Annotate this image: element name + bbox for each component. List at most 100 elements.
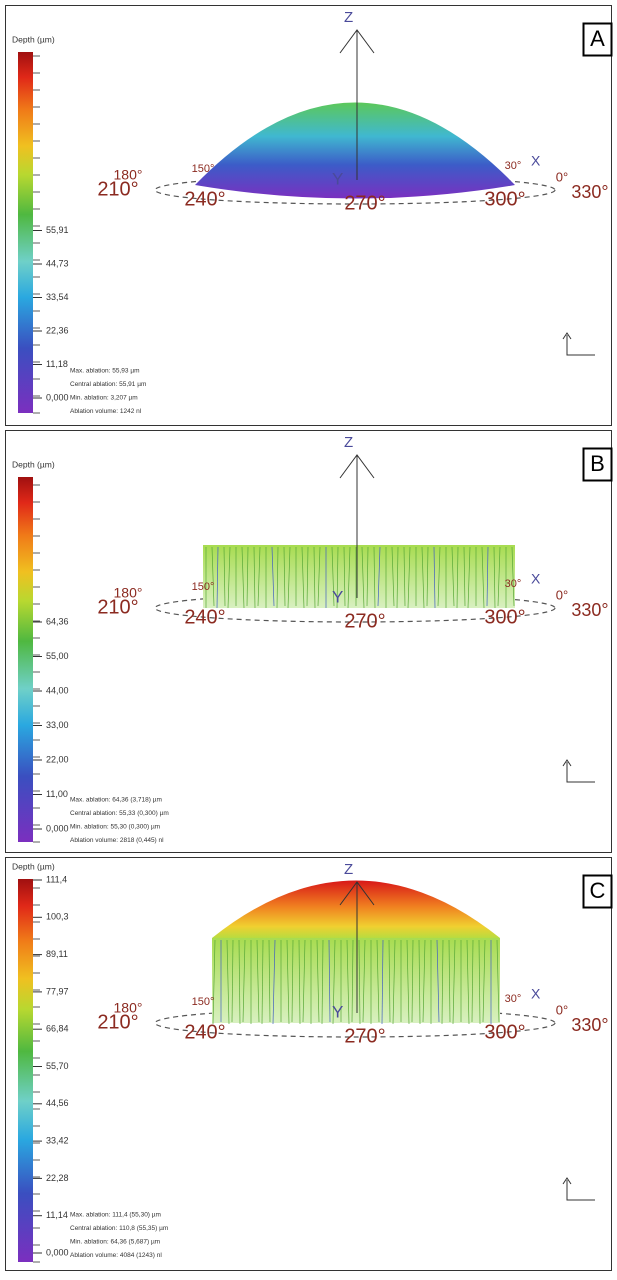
angle-label: 300° [484,188,525,210]
colorbar [18,477,33,842]
colorbar-label: 66,84 [46,1024,69,1034]
wire-line [373,546,376,609]
axis-label-x: X [531,986,541,1002]
wire-line [403,546,406,607]
angle-label: 240° [184,1021,225,1043]
wire-line [497,546,501,607]
wire-line [246,546,249,607]
angle-label: 150° [192,581,215,593]
wire-line [421,546,425,609]
wire-line [407,546,411,609]
wire-line [283,546,286,607]
angle-label: 0° [556,169,568,184]
axis-label-z: Z [344,434,353,451]
wire-line [396,546,399,609]
panel: B Depth (µm) 64,36 55,00 44,00 33,00 22,00 11,0… [5,430,613,853]
colorbar-label: 100,3 [46,912,69,922]
wire-line [361,546,365,609]
ablation-dome [195,102,515,199]
stat-line: Central ablation: 55,91 µm [70,381,146,388]
wire-line [313,546,316,609]
colorbar-label: 0,000 [46,392,69,402]
wire-line [471,939,474,1023]
stat-line: Max. ablation: 55,93 µm [70,368,140,375]
wire-line [261,939,264,1025]
wire-line [493,546,496,609]
wire-line [257,546,261,607]
angle-label: 210° [97,1011,138,1033]
wire-line [467,546,471,609]
colorbar-label: 55,00 [46,651,69,661]
wire-line [242,939,246,1023]
wire-line [256,939,260,1023]
angle-label: 150° [192,996,215,1008]
wire-line [463,546,466,607]
angle-label: 300° [484,606,525,628]
colorbar-label: 77,97 [46,986,69,996]
angle-label: 30° [505,993,522,1005]
angle-label: 270° [344,192,385,214]
colorbar-title: Depth (µm) [12,34,55,44]
wire-line [377,546,381,607]
wire-line [272,939,276,1025]
orientation-icon [562,1177,595,1201]
angle-label: 300° [484,1021,525,1043]
wire-line [241,546,245,609]
colorbar-title: Depth (µm) [12,861,55,871]
panel-frame [5,5,612,426]
wire-line [276,546,279,609]
angle-label: 30° [505,578,522,590]
panel-label: C [590,878,606,903]
colorbar-label: 64,36 [46,616,69,626]
wire-line [411,939,414,1023]
axis-label-z: Z [344,9,353,26]
stat-line: Min. ablation: 64,36 (5,687) µm [70,1239,160,1246]
colorbar-title: Depth (µm) [12,459,55,469]
wire-line [211,546,215,607]
colorbar-label: 0,000 [46,1247,69,1257]
stat-line: Ablation volume: 2818 (0,445) nl [70,837,164,844]
z-arrow [339,29,375,54]
wire-line [286,939,290,1025]
angle-label: 330° [571,1015,608,1035]
wire-line [392,939,396,1025]
wire-line [298,939,301,1025]
angle-label: 150° [192,163,215,175]
wire-line [268,939,271,1023]
stat-line: Ablation volume: 1242 nl [70,408,142,415]
wire-line [422,939,426,1023]
wire-line [336,546,339,609]
colorbar [18,879,33,1262]
angle-label: 0° [556,587,568,602]
wire-line [448,939,451,1023]
wire-line [362,939,366,1023]
wire-line [346,939,350,1025]
wire-line [316,939,320,1023]
stat-line: Min. ablation: 55,30 (0,300) µm [70,824,160,831]
wire-line [226,939,230,1025]
wire-line [486,546,489,607]
wire-line [358,939,361,1025]
angle-label: 330° [571,182,608,202]
wire-line [451,546,455,607]
wire-line [466,939,470,1025]
stat-line: Central ablation: 55,33 (0,300) µm [70,810,169,817]
orientation-icon [562,332,595,356]
z-arrow [339,454,375,479]
wire-line [291,939,294,1023]
wire-line [332,939,336,1025]
colorbar-label: 33,00 [46,720,69,730]
colorbar [18,52,33,413]
wire-line [511,546,515,607]
colorbar-label: 44,00 [46,685,69,695]
colorbar-label: 44,56 [46,1098,69,1108]
panel: C Depth (µm) 111,4 100,3 89,11 77,97 66,84 55,7… [5,857,613,1271]
wire-line [481,546,485,609]
wire-line [351,939,354,1023]
wire-line [478,939,481,1025]
wire-line [287,546,291,609]
colorbar-label: 0,000 [46,823,69,833]
wire-line [406,939,410,1025]
